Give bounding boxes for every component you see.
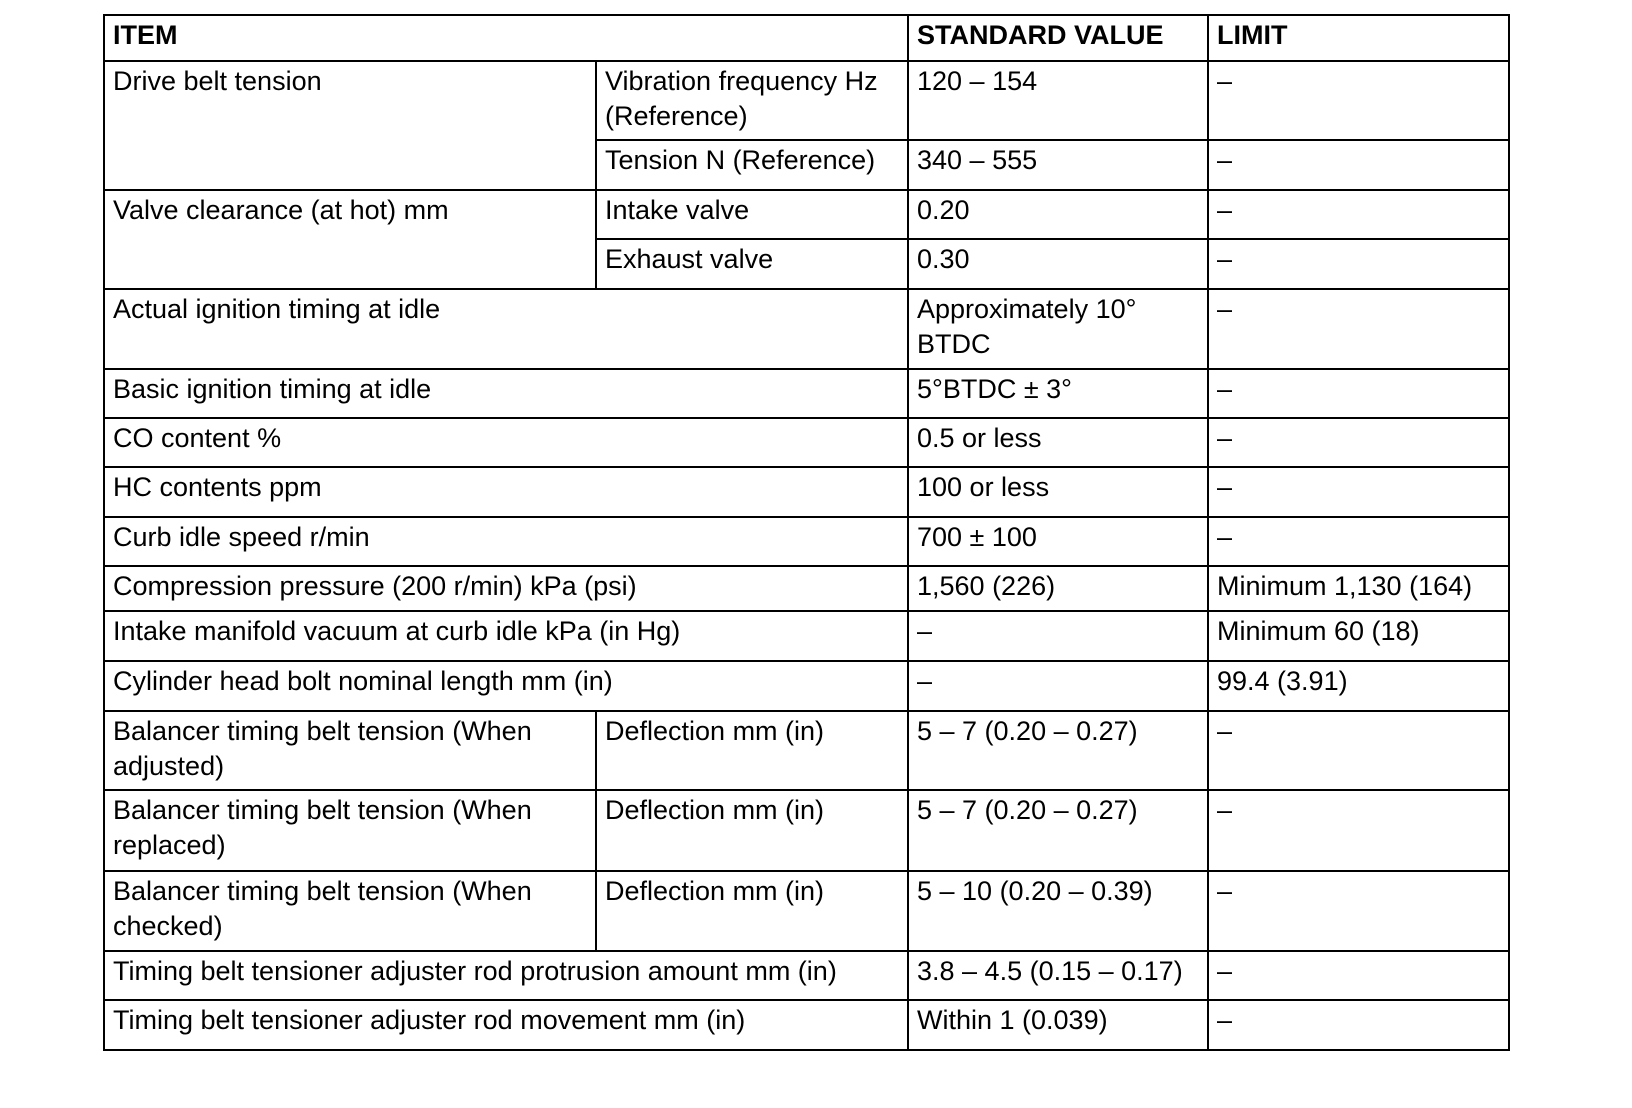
item-cell: Valve clearance (at hot) mm [103,189,597,290]
header-row: ITEM STANDARD VALUE LIMIT [103,14,1510,62]
limit-cell: – [1207,417,1510,468]
standard-value-cell: 100 or less [907,466,1209,518]
limit-cell: – [1207,950,1510,1001]
limit-cell: – [1207,999,1510,1051]
item-cell: Balancer timing belt tension (When check… [103,870,597,952]
item-cell: Compression pressure (200 r/min) kPa (ps… [103,565,909,612]
standard-value-cell: – [907,610,1209,662]
standard-value-cell: 5 – 10 (0.20 – 0.39) [907,870,1209,952]
limit-cell: 99.4 (3.91) [1207,660,1510,712]
item-cell: Balancer timing belt tension (When repla… [103,789,597,872]
table-row: Timing belt tensioner adjuster rod protr… [103,950,1510,1001]
standard-value-cell: 0.20 [907,189,1209,240]
item-cell: Cylinder head bolt nominal length mm (in… [103,660,909,712]
limit-cell: – [1207,60,1510,141]
limit-cell: – [1207,466,1510,518]
table-row: Tension N (Reference) 340 – 555– [104,139,1510,191]
table-row: Cylinder head bolt nominal length mm (in… [103,660,1510,712]
header-item: ITEM [103,14,909,62]
item-cell: HC contents ppm [103,466,909,518]
table-row: Balancer timing belt tension (When repla… [103,789,1510,872]
standard-value-cell: 5°BTDC ± 3° [907,368,1209,419]
table-row: Drive belt tension Vibration frequency Hz… [103,60,1510,191]
sub-item-cell: Tension N (Reference) [595,139,909,191]
item-cell: Timing belt tensioner adjuster rod movem… [103,999,909,1051]
limit-cell: – [1207,710,1510,791]
limit-cell: Minimum 1,130 (164) [1207,565,1510,612]
table-row: Exhaust valve 0.30– [104,238,1510,290]
limit-cell: – [1207,789,1510,872]
table-row: HC contents ppm 100 or less – [103,466,1510,518]
item-cell: Basic ignition timing at idle [103,368,909,419]
sub-item-cell: Vibration frequency Hz (Reference) [595,60,909,141]
standard-value-cell: 5 – 7 (0.20 – 0.27) [907,710,1209,791]
item-cell: CO content % [103,417,909,468]
standard-value-cell: 0.30 [907,238,1209,290]
table-row: Intake manifold vacuum at curb idle kPa … [103,610,1510,662]
limit-cell: – [1207,288,1510,370]
table-row: Curb idle speed r/min 700 ± 100– [103,516,1510,567]
item-cell: Timing belt tensioner adjuster rod protr… [103,950,909,1001]
standard-value-cell: Approximately 10° BTDC [907,288,1209,370]
item-cell: Actual ignition timing at idle [103,288,909,370]
standard-value-cell: Within 1 (0.039) [907,999,1209,1051]
item-cell: Balancer timing belt tension (When adjus… [103,710,597,791]
standard-value-cell: 1,560 (226) [907,565,1209,612]
standard-value-cell: 5 – 7 (0.20 – 0.27) [907,789,1209,872]
table-row: Basic ignition timing at idle 5°BTDC ± 3°… [103,368,1510,419]
sub-item-cell: Deflection mm (in) [595,710,909,791]
limit-cell: – [1207,516,1510,567]
item-cell: Curb idle speed r/min [103,516,909,567]
sub-item-cell: Exhaust valve [595,238,909,290]
standard-value-cell: – [907,660,1209,712]
limit-cell: – [1207,368,1510,419]
standard-value-cell: 700 ± 100 [907,516,1209,567]
table-row: Balancer timing belt tension (When check… [103,870,1510,952]
standard-value-cell: 120 – 154 [907,60,1209,141]
table-row: Timing belt tensioner adjuster rod movem… [103,999,1510,1051]
limit-cell: – [1207,139,1510,191]
sub-item-cell: Deflection mm (in) [595,789,909,872]
sub-item-cell: Deflection mm (in) [595,870,909,952]
header-standard-value: STANDARD VALUE [907,14,1209,62]
standard-value-cell: 340 – 555 [907,139,1209,191]
sub-item-cell: Intake valve [595,189,909,240]
standard-value-cell: 0.5 or less [907,417,1209,468]
limit-cell: – [1207,189,1510,240]
table-row: Actual ignition timing at idle Approximat… [103,288,1510,370]
item-cell: Intake manifold vacuum at curb idle kPa … [103,610,909,662]
limit-cell: – [1207,238,1510,290]
specification-table: ITEM STANDARD VALUE LIMIT Drive belt ten… [103,14,1510,1051]
standard-value-cell: 3.8 – 4.5 (0.15 – 0.17) [907,950,1209,1001]
item-cell: Drive belt tension [103,60,597,191]
header-limit: LIMIT [1207,14,1510,62]
table-row: Compression pressure (200 r/min) kPa (ps… [103,565,1510,612]
limit-cell: Minimum 60 (18) [1207,610,1510,662]
table-row: Balancer timing belt tension (When adjus… [103,710,1510,791]
table-row: CO content % 0.5 or less – [103,417,1510,468]
limit-cell: – [1207,870,1510,952]
table-row: Valve clearance (at hot) mm Intake valve 0… [103,189,1510,290]
